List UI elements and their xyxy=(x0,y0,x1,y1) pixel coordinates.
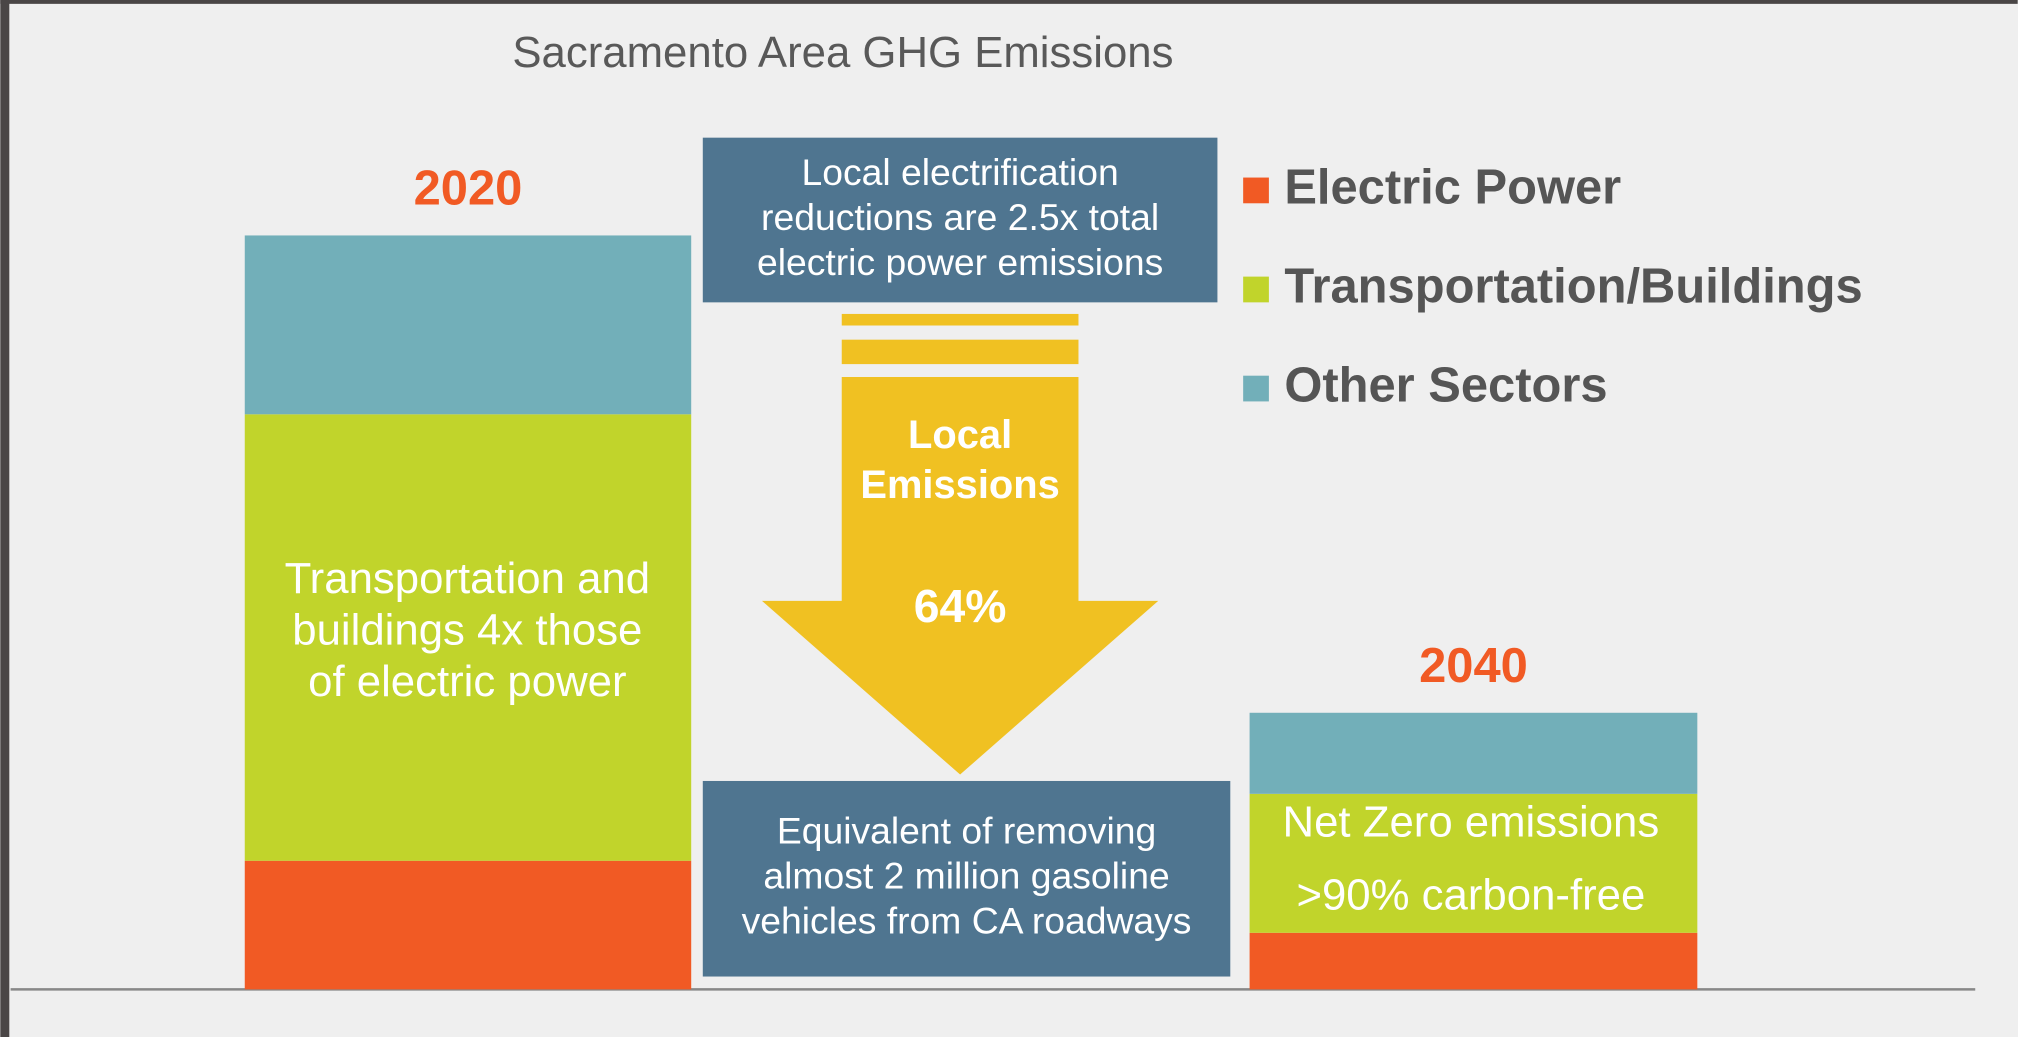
box-annotation: vehicles from CA roadways xyxy=(742,900,1192,942)
box-annotation: electric power emissions xyxy=(757,241,1163,283)
bar-annotation: >90% carbon-free xyxy=(1296,871,1645,920)
box-annotation: Local electrification xyxy=(802,151,1119,193)
bar-segment xyxy=(1249,712,1698,794)
category-label: 2040 xyxy=(1419,639,1528,693)
category-label: 2020 xyxy=(414,162,523,216)
box-annotation: almost 2 million gasoline xyxy=(763,855,1169,897)
box-annotation: Equivalent of removing xyxy=(777,810,1156,852)
arrow xyxy=(761,376,1159,775)
arrow-stripe xyxy=(841,313,1079,326)
arrow-stripe xyxy=(841,339,1079,365)
legend-swatch xyxy=(1243,177,1269,204)
box-annotation: reductions are 2.5x total xyxy=(761,196,1159,238)
bar-segment xyxy=(244,860,692,990)
legend-label: Other Sectors xyxy=(1284,358,1607,412)
bar-annotation: Net Zero emissions xyxy=(1283,797,1660,846)
annotation-box xyxy=(702,780,1231,977)
legend-swatch xyxy=(1243,276,1269,303)
arrow-value: 64% xyxy=(914,580,1007,632)
bar-segment xyxy=(1249,793,1698,933)
annotation-box xyxy=(702,137,1218,303)
bar-segment xyxy=(1249,932,1698,990)
arrow-label: Local xyxy=(908,413,1012,457)
legend-swatch xyxy=(1243,375,1269,402)
bar-segment xyxy=(244,414,692,861)
bar-segment xyxy=(244,235,692,415)
top-border xyxy=(0,0,2018,4)
legend-label: Transportation/Buildings xyxy=(1284,259,1862,313)
bar-annotation: Transportation and xyxy=(285,554,650,603)
left-border xyxy=(0,0,10,1037)
bar-annotation: buildings 4x those xyxy=(292,606,642,655)
arrow-label: Emissions xyxy=(860,463,1059,507)
legend-label: Electric Power xyxy=(1284,160,1621,214)
chart-title: Sacramento Area GHG Emissions xyxy=(512,28,1173,77)
bar-annotation: of electric power xyxy=(308,657,626,706)
